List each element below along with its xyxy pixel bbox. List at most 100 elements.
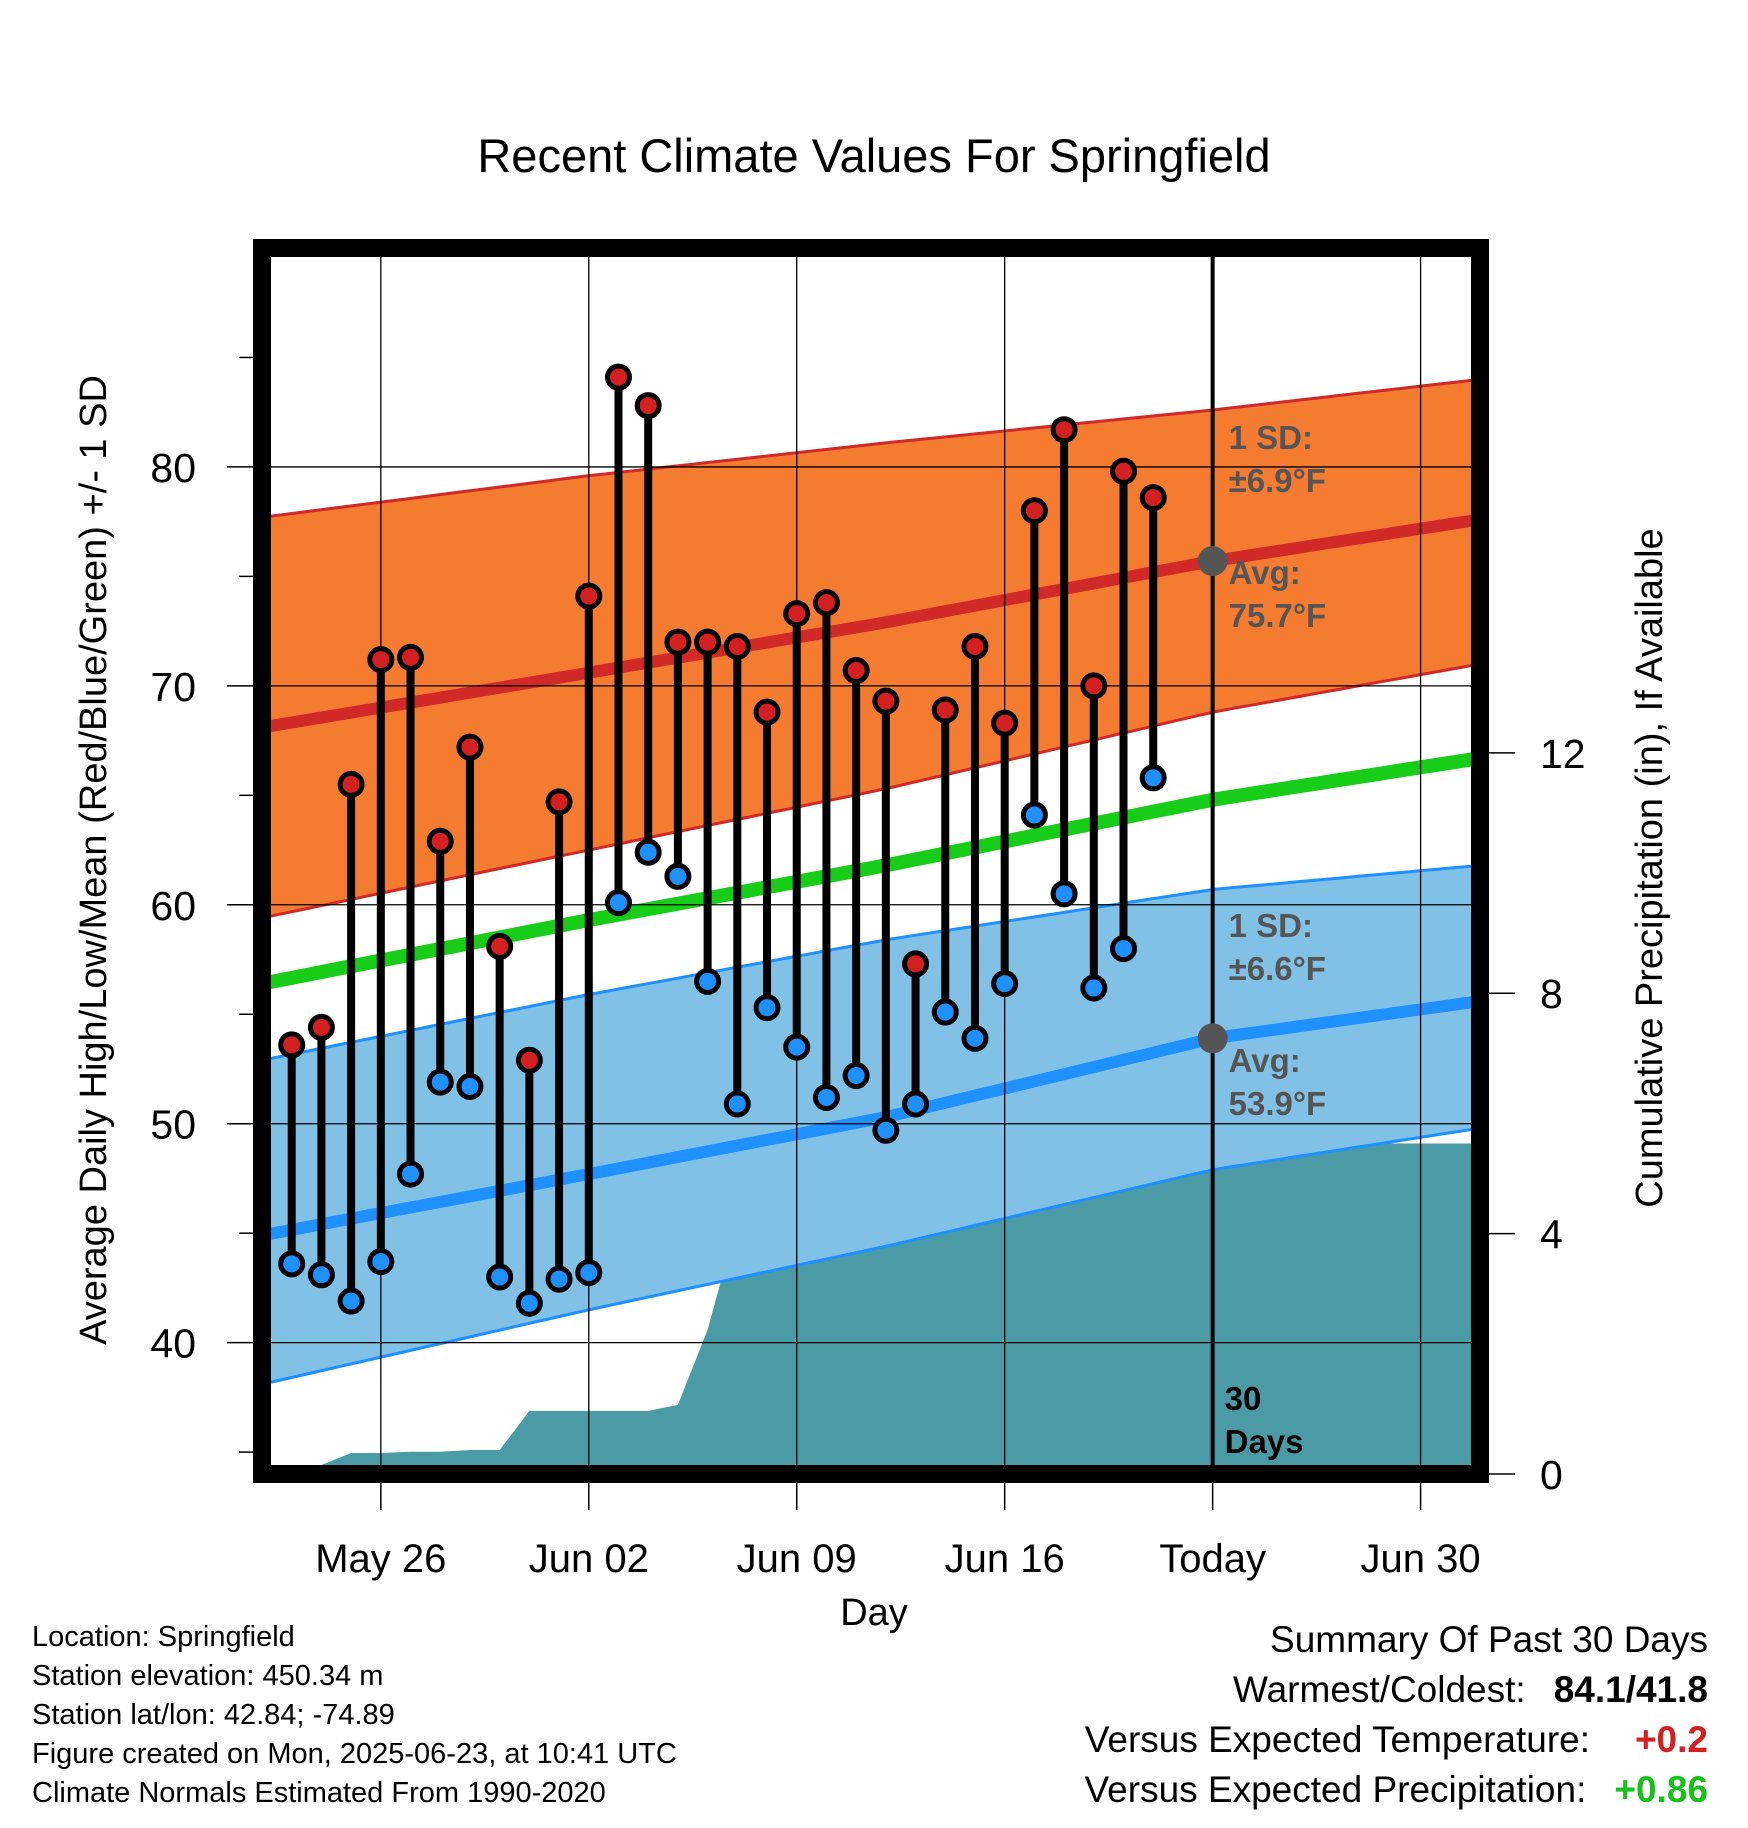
y-tick-label-left: 60 (150, 883, 196, 929)
daily-high-point (515, 1046, 543, 1074)
daily-low-point (397, 1160, 425, 1188)
summary-temp-row: Versus Expected Temperature: +0.2 (1085, 1715, 1708, 1765)
daily-low-point (1050, 880, 1078, 908)
daily-high-point (397, 643, 425, 671)
temp-anomaly-value: +0.2 (1634, 1719, 1708, 1760)
days-label-number: 30 (1225, 1380, 1262, 1417)
daily-low-point (842, 1062, 870, 1090)
daily-low-point (812, 1083, 840, 1111)
daily-high-point (783, 600, 811, 628)
low-sd-label: 1 SD: (1229, 907, 1313, 944)
precip-anomaly-value: +0.86 (1614, 1769, 1708, 1810)
high-sd-band (262, 379, 1480, 918)
summary-warmest-row: Warmest/Coldest: 84.1/41.8 (1085, 1665, 1708, 1715)
daily-high-point (1139, 484, 1167, 512)
daily-low-point (1020, 801, 1048, 829)
low-lower-edge (262, 1126, 1480, 1386)
daily-low-point (664, 862, 692, 890)
daily-low-point (575, 1259, 603, 1287)
x-tick-label: Jun 16 (945, 1537, 1065, 1581)
avg-mean-line (262, 751, 1480, 991)
x-tick-label: Today (1159, 1537, 1266, 1581)
daily-low-point (307, 1261, 335, 1289)
daily-high-point (1050, 416, 1078, 444)
high-sd-label: 1 SD: (1229, 419, 1313, 456)
daily-low-point (931, 998, 959, 1026)
daily-low-point (486, 1263, 514, 1291)
daily-low-point (337, 1287, 365, 1315)
daily-high-point (426, 827, 454, 855)
daily-low-point (783, 1033, 811, 1061)
daily-low-point (545, 1265, 573, 1293)
plot-content (262, 248, 1480, 1474)
elevation-text: Station elevation: 450.34 m (32, 1660, 384, 1692)
low-avg-label: Avg: (1229, 1042, 1301, 1079)
precip-area (262, 1143, 1480, 1474)
y-tick-label-left: 80 (150, 445, 196, 491)
daily-low-point (1139, 764, 1167, 792)
daily-high-point (1020, 497, 1048, 525)
x-tick-label: May 26 (315, 1537, 446, 1581)
location-text: Location: Springfield (32, 1621, 295, 1653)
y-axis-label-left: Average Daily High/Low/Mean (Red/Blue/Gr… (73, 375, 115, 1345)
daily-high-point (961, 632, 989, 660)
warmest-value: 84.1/41.8 (1553, 1669, 1708, 1710)
summary-precip-row: Versus Expected Precipitation: +0.86 (1085, 1765, 1708, 1815)
y-tick-label-right: 0 (1540, 1452, 1563, 1498)
normals-text: Climate Normals Estimated From 1990-2020 (32, 1777, 606, 1809)
x-tick-label: Jun 09 (737, 1537, 857, 1581)
y-tick-label-left: 50 (150, 1102, 196, 1148)
today-low-avg-marker (1197, 1023, 1228, 1054)
y-tick-label-right: 4 (1540, 1212, 1563, 1258)
daily-low-point (456, 1072, 484, 1100)
daily-high-point (723, 632, 751, 660)
high-avg-value: 75.7°F (1229, 597, 1327, 634)
daily-high-point (337, 770, 365, 798)
high-upper-edge (262, 377, 1480, 519)
y-tick-label-right: 12 (1540, 731, 1586, 777)
daily-high-point (842, 657, 870, 685)
latlon-text: Station lat/lon: 42.84; -74.89 (32, 1699, 395, 1731)
daily-high-point (456, 733, 484, 761)
days-label-word: Days (1225, 1423, 1304, 1460)
daily-low-point (426, 1068, 454, 1096)
today-high-avg-marker (1197, 546, 1228, 577)
precip-anomaly-label: Versus Expected Precipitation: (1084, 1769, 1587, 1810)
temp-anomaly-label: Versus Expected Temperature: (1084, 1719, 1590, 1760)
x-tick-label: Jun 30 (1361, 1537, 1481, 1581)
x-tick-label: Jun 02 (529, 1537, 649, 1581)
daily-low-point (1080, 974, 1108, 1002)
daily-low-point (753, 994, 781, 1022)
station-info: Location: Springfield Station elevation:… (32, 1618, 677, 1813)
daily-low-point (1110, 935, 1138, 963)
daily-high-point (486, 932, 514, 960)
plot-frame (253, 239, 1489, 1483)
daily-high-point (545, 788, 573, 816)
daily-low-point (634, 838, 662, 866)
low-upper-edge (262, 863, 1480, 1062)
low-sd-value: ±6.6°F (1229, 950, 1326, 987)
high-lower-edge (262, 662, 1480, 920)
daily-low-point (991, 970, 1019, 998)
daily-low-point (367, 1248, 395, 1276)
y-tick-label-right: 8 (1540, 971, 1563, 1017)
daily-high-point (634, 392, 662, 420)
daily-low-point (723, 1090, 751, 1118)
summary-panel: Summary Of Past 30 Days Warmest/Coldest:… (1085, 1615, 1708, 1815)
daily-high-point (1110, 457, 1138, 485)
daily-high-point (902, 950, 930, 978)
daily-high-point (812, 589, 840, 617)
avg-low-line (262, 995, 1480, 1242)
daily-low-point (278, 1250, 306, 1278)
daily-high-point (753, 698, 781, 726)
y-tick-label-left: 70 (150, 664, 196, 710)
daily-high-point (307, 1013, 335, 1041)
daily-high-point (604, 363, 632, 391)
daily-high-point (278, 1031, 306, 1059)
daily-low-point (515, 1289, 543, 1317)
y-axis-label-right: Cumulative Precipitation (in), If Availa… (1629, 528, 1671, 1207)
daily-high-point (872, 687, 900, 715)
high-avg-label: Avg: (1229, 554, 1301, 591)
daily-high-point (664, 628, 692, 656)
